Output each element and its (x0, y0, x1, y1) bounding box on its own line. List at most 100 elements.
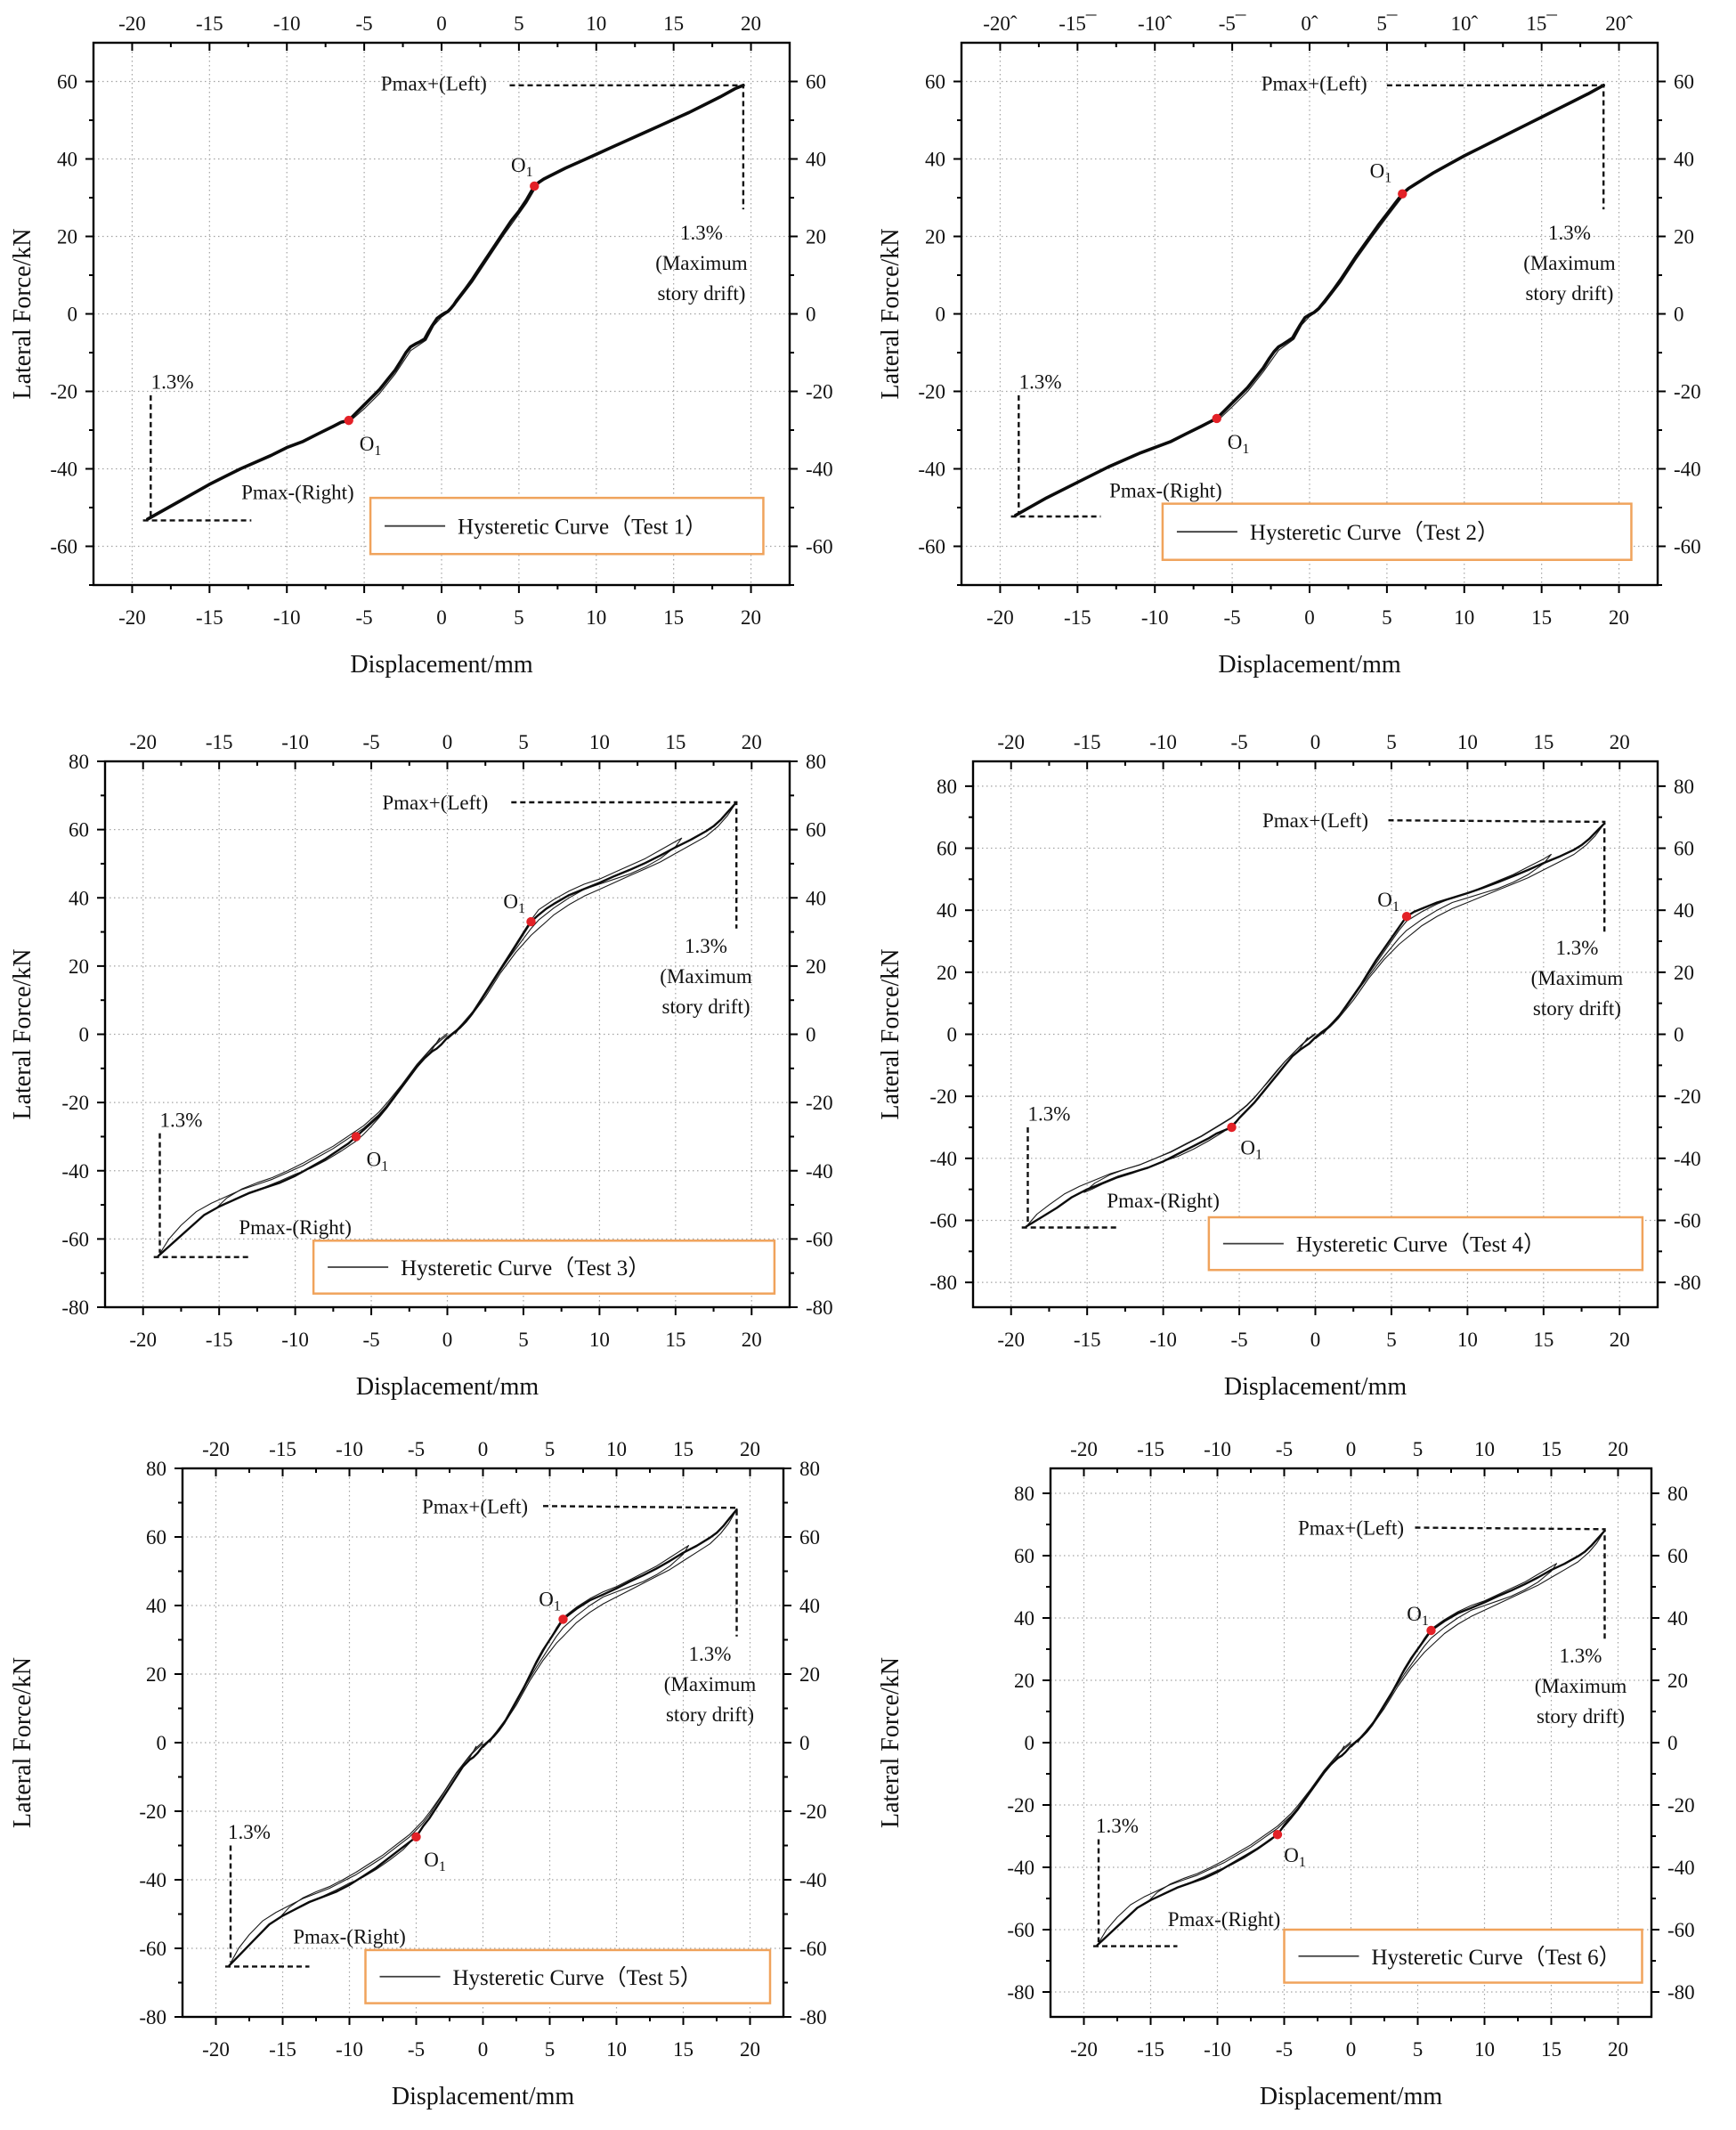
top-axis-tick-label: 15 (663, 12, 684, 35)
max-story-drift-label: 1.3% (680, 222, 723, 244)
right-axis-tick-label: 40 (806, 887, 826, 909)
bottom-axis-tick-label: 0 (1346, 2038, 1357, 2061)
left-axis-tick-label: 40 (69, 887, 89, 909)
max-story-drift-label: story drift) (657, 282, 745, 305)
chart-cell-test-2: Pmax+(Left) 1.3% (Maximum story drift) 1.3% P… (868, 0, 1736, 710)
left-axis-tick-label: 60 (146, 1526, 166, 1549)
top-axis-tick-label: -5 (356, 12, 373, 35)
right-axis-tick-label: -60 (1667, 1919, 1695, 1941)
bottom-axis-tick-label: -10 (1141, 606, 1169, 629)
chart-cell-test-1: Pmax+(Left) 1.3% (Maximum story drift) 1.3% P… (0, 0, 868, 710)
annotations: Pmax+(Left) 1.3% (Maximum story drift) 1.3% P… (1093, 1517, 1626, 1947)
loop-neg-mid (1083, 1033, 1316, 1193)
hysteretic-curve-backbone (1096, 1529, 1606, 1947)
bottom-axis-tick-label: -20 (202, 2038, 230, 2061)
axis-ticks (1042, 1468, 1659, 2025)
left-axis-tick-label: 0 (68, 304, 78, 326)
left-axis-tick-label: 40 (57, 149, 77, 171)
left-axis-tick-label: -20 (139, 1801, 166, 1823)
annotations: Pmax+(Left) 1.3% (Maximum story drift) 1.3% P… (1021, 809, 1623, 1229)
bottom-axis-tick-label: 15 (673, 2038, 694, 2061)
right-axis-tick-label: 80 (1667, 1483, 1688, 1505)
top-axis-tick-label: 0 (436, 12, 447, 35)
bottom-axis-tick-label: -5 (1276, 2038, 1293, 2061)
bottom-axis-tick-label: 10 (1474, 2038, 1495, 2061)
bottom-axis-tick-label: 10 (1457, 1329, 1478, 1351)
top-axis-tick-label: -20 (202, 1438, 230, 1460)
right-axis-tick-label: 80 (1674, 776, 1694, 798)
bottom-axis-tick-label: 5 (518, 1329, 529, 1351)
left-axis-tick-label: -40 (1007, 1857, 1034, 1879)
top-axis-tick-label: -5 (408, 1438, 425, 1460)
right-axis-tick-label: -20 (1674, 381, 1701, 403)
left-axis-tick-label: 40 (146, 1595, 166, 1617)
bottom-axis-tick-label: 5 (514, 606, 524, 629)
legend-label: Hysteretic Curve（Test 3） (401, 1256, 650, 1280)
legend-label: Hysteretic Curve（Test 6） (1372, 1945, 1621, 1970)
max-story-drift-label: story drift) (1533, 997, 1621, 1020)
pmax-plus-label: Pmax+(Left) (422, 1495, 528, 1517)
right-axis-tick-label: -60 (806, 1228, 833, 1250)
bottom-axis-tick-label: 20 (1608, 2038, 1628, 2061)
o1-label: O1 (424, 1849, 446, 1874)
right-axis-tick-label: 0 (1667, 1732, 1678, 1754)
top-axis-tick-label: 15 (673, 1438, 694, 1460)
left-axis-tick-label: -60 (1007, 1919, 1034, 1941)
o1-label: O1 (539, 1588, 561, 1614)
left-axis-tick-label: -60 (50, 536, 77, 558)
top-axis-tick-label: -5 (1276, 1438, 1293, 1460)
bottom-axis-tick-label: 10 (1454, 606, 1474, 629)
top-axis-tick-label: 0 (442, 731, 453, 753)
bottom-axis-tick-label: 10 (586, 606, 606, 629)
right-axis-tick-label: 20 (806, 955, 826, 978)
hysteretic-curve-backbone (228, 1508, 738, 1967)
bottom-axis-tick-label: 15 (1531, 606, 1552, 629)
max-story-drift-label: story drift) (1537, 1705, 1625, 1728)
top-axis-tick-label: -10ˆ (1138, 12, 1172, 35)
right-axis-tick-label: 0 (799, 1732, 810, 1754)
o1-marker (1227, 1122, 1237, 1133)
hysteretic-curves (146, 84, 745, 521)
top-axis-tick-label: 0 (1310, 731, 1321, 753)
loop-neg-mid (279, 1741, 483, 1918)
o1-label: O1 (1370, 160, 1392, 186)
y-axis-label: Lateral Force/kN (9, 948, 37, 1119)
right-axis-tick-label: -20 (806, 381, 833, 403)
top-axis-tick-label: 20 (740, 1438, 760, 1460)
pmax-minus-label: Pmax-(Right) (1168, 1908, 1281, 1931)
right-axis-tick-label: -40 (1674, 1148, 1701, 1170)
annotations: Pmax+(Left) 1.3% (Maximum story drift) 1.3% P… (225, 1495, 756, 1968)
legend-box (312, 1240, 776, 1295)
x-axis-label: Displacement/mm (1224, 1373, 1407, 1401)
legend: Hysteretic Curve（Test 6） (1283, 1928, 1643, 1984)
o1-label: O1 (1284, 1844, 1306, 1870)
right-axis-tick-label: 80 (799, 1458, 820, 1480)
drift-1-3-percent-label: 1.3% (1027, 1102, 1070, 1125)
right-axis-tick-label: 0 (1674, 304, 1684, 326)
x-axis-label: Displacement/mm (350, 651, 533, 679)
left-axis-tick-label: 40 (937, 899, 957, 922)
bottom-axis-tick-label: -15 (269, 2038, 296, 2061)
bottom-axis-tick-label: -20 (129, 1329, 157, 1351)
hysteretic-chart-test-5: Pmax+(Left) 1.3% (Maximum story drift) 1.3% P… (9, 1438, 827, 2110)
right-axis-tick-label: -40 (799, 1869, 827, 1891)
o1-marker (351, 1132, 361, 1142)
left-axis-tick-label: 0 (936, 304, 946, 326)
bottom-axis-tick-label: 0 (442, 1329, 453, 1351)
top-axis-tick-label: 5 (1386, 731, 1397, 753)
y-axis-label: Lateral Force/kN (9, 1657, 37, 1828)
right-axis-tick-label: 40 (799, 1595, 820, 1617)
right-axis-tick-label: -80 (1674, 1272, 1701, 1294)
left-axis-tick-label: -40 (61, 1160, 89, 1183)
top-axis-tick-label: 20 (741, 12, 761, 35)
legend: Hysteretic Curve（Test 1） (369, 496, 765, 556)
pmax-minus-label: Pmax-(Right) (1107, 1190, 1220, 1212)
pmax-minus-label: Pmax-(Right) (293, 1926, 406, 1948)
bottom-axis-tick-label: -20 (997, 1329, 1025, 1351)
axis-ticks (965, 761, 1666, 1315)
o1-marker (1398, 189, 1407, 199)
hysteretic-curve-backbone (1025, 822, 1606, 1228)
right-axis-tick-label: -20 (806, 1092, 833, 1114)
hysteretic-chart-test-1: Pmax+(Left) 1.3% (Maximum story drift) 1.3% P… (9, 12, 833, 679)
x-axis-label: Displacement/mm (1260, 2083, 1443, 2110)
